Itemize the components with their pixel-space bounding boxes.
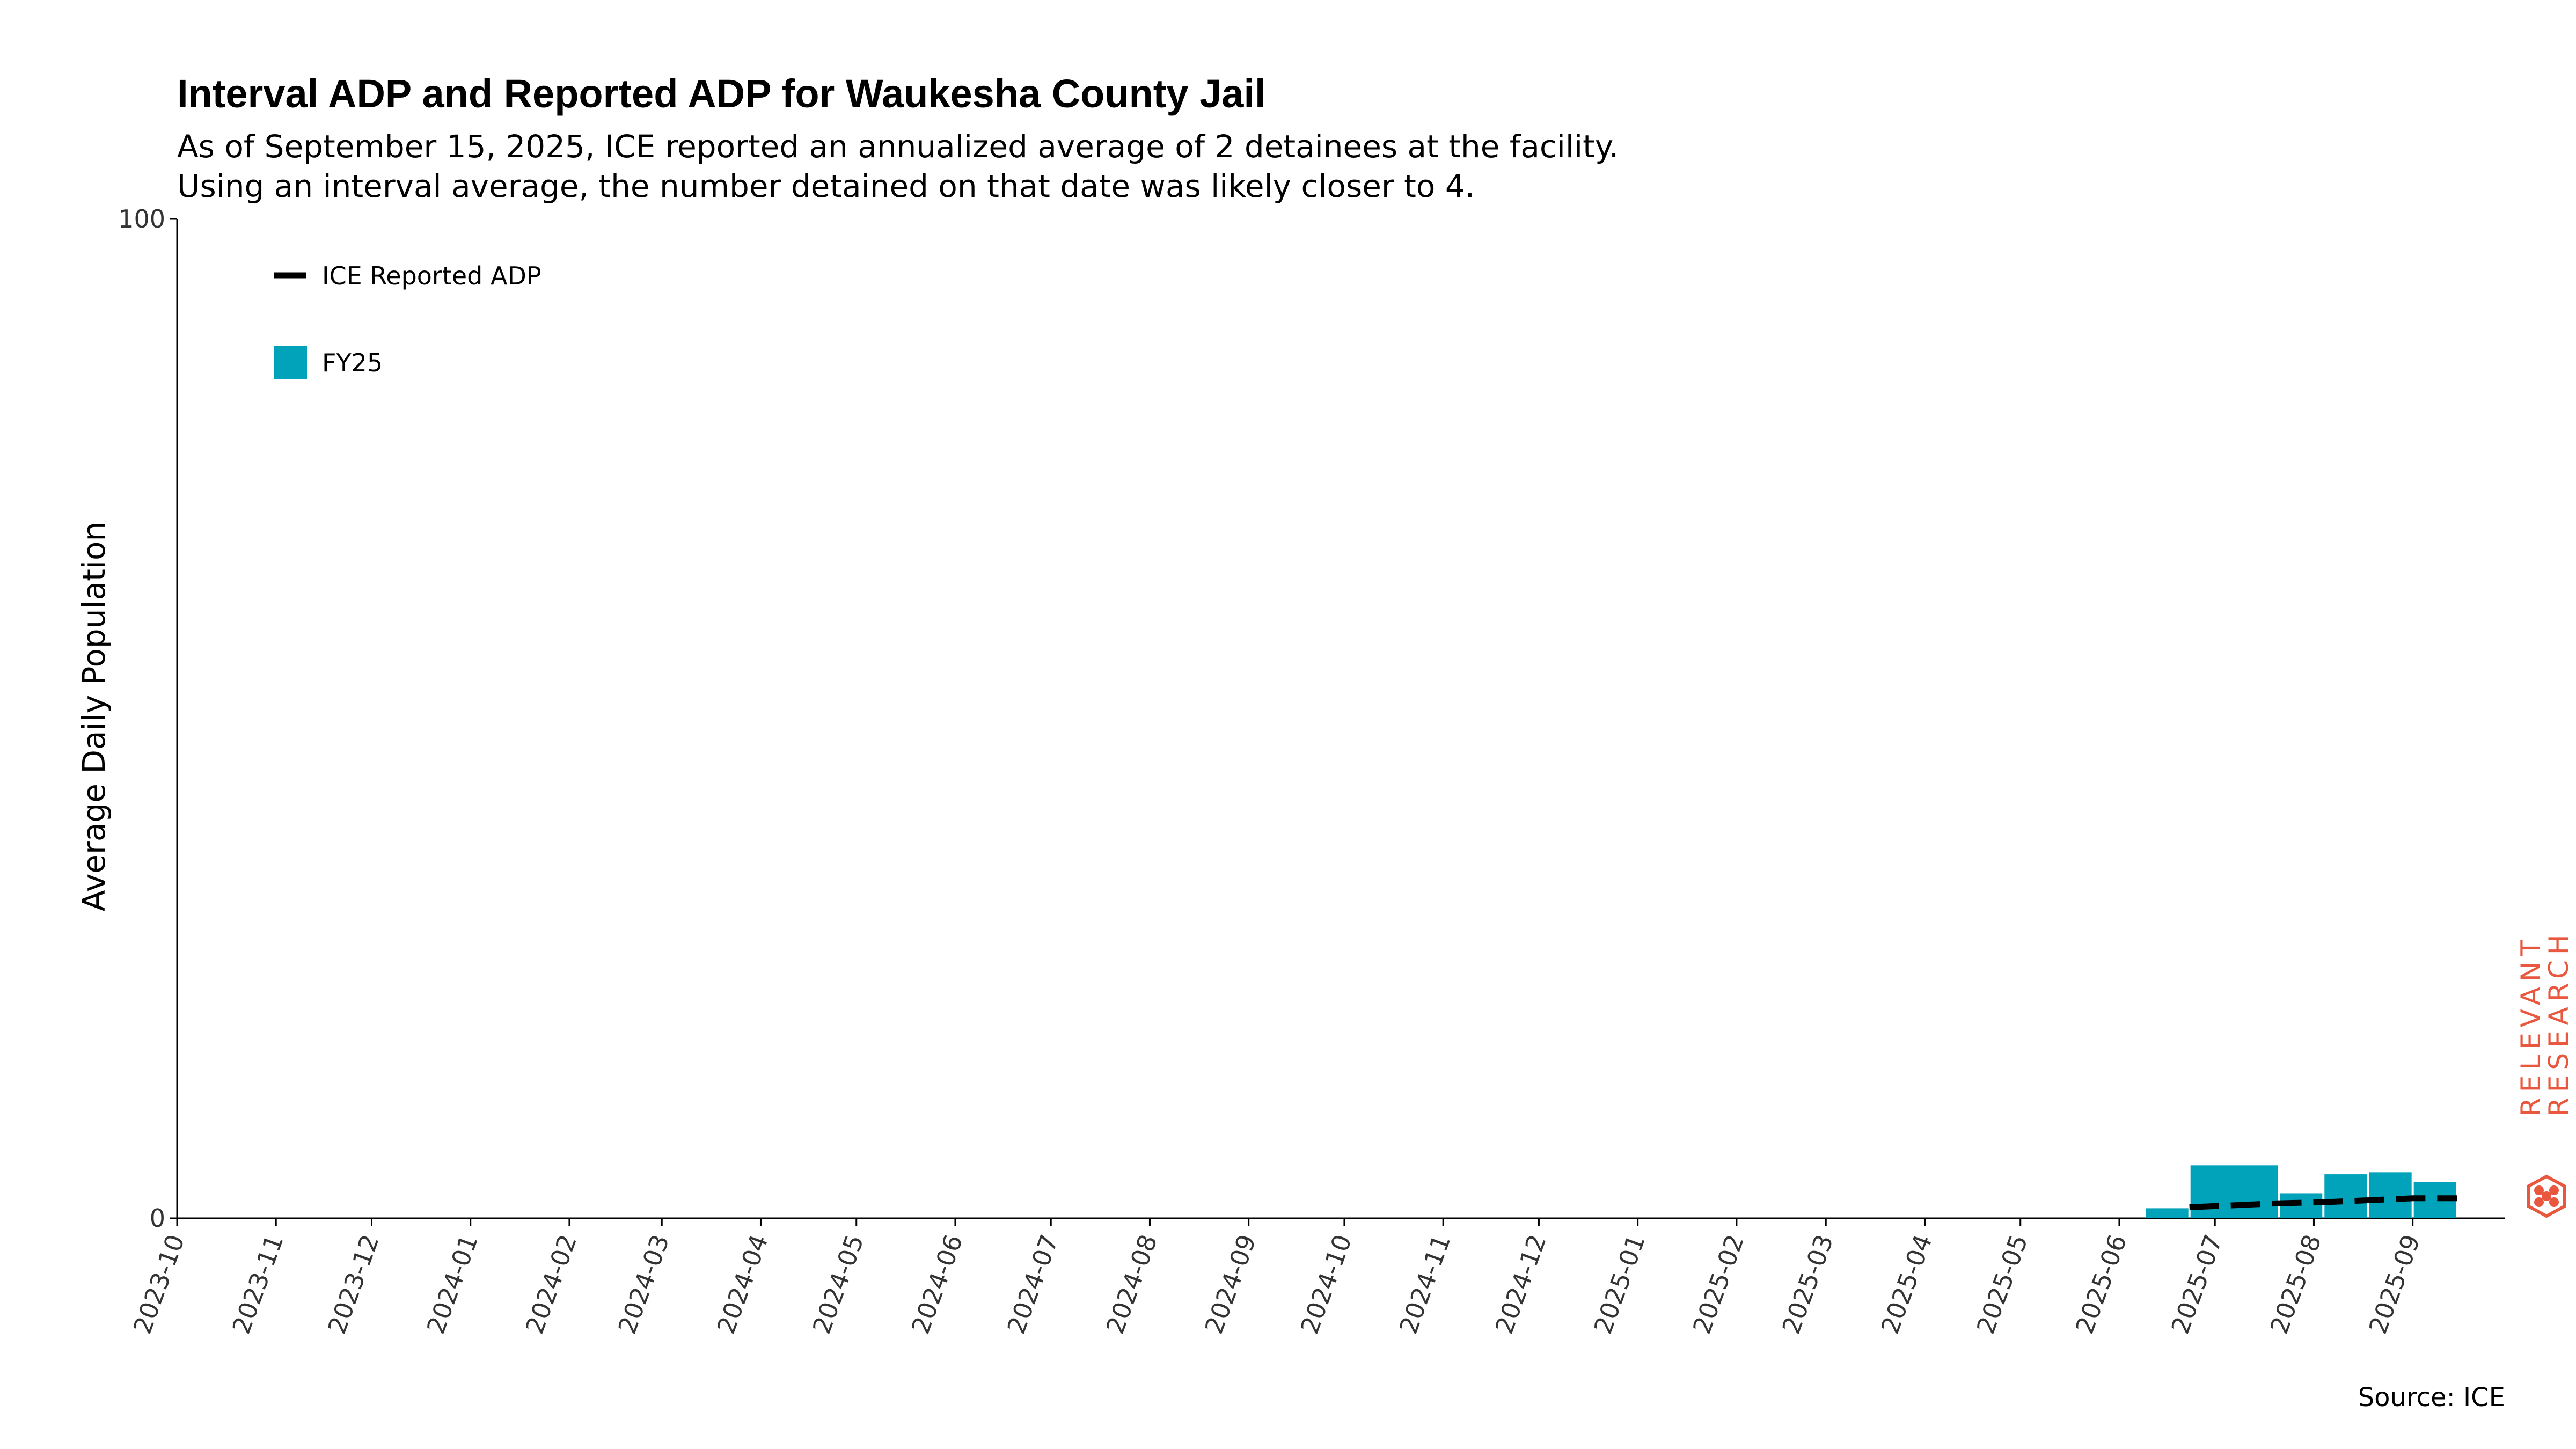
logo-hexagon-icon [2527,1174,2566,1218]
x-tick-label: 2025-02 [1687,1231,1750,1337]
y-tick-label: 100 [118,204,165,233]
y-tick-label: 0 [150,1204,165,1233]
bar [2369,1172,2412,1218]
legend-label-fy25: FY25 [322,348,383,377]
x-tick-label: 2024-05 [807,1231,869,1337]
line-series-ice-reported-adp [2189,1195,2457,1210]
x-tick-label: 2024-07 [1001,1231,1064,1337]
x-tick-label: 2024-11 [1394,1231,1456,1337]
x-tick-label: 2025-01 [1589,1231,1651,1337]
x-tick-label: 2023-12 [322,1231,384,1337]
x-tick-label: 2025-06 [2070,1231,2132,1337]
source-note: Source: ICE [2358,1382,2505,1413]
y-axis-label: Average Daily Population [76,522,112,912]
x-tick-label: 2024-08 [1100,1231,1162,1337]
y-ticks: 0 100 [118,204,177,1233]
x-tick-label: 2024-06 [906,1231,968,1337]
chart-subtitle-line-1: As of September 15, 2025, ICE reported a… [177,128,1619,165]
x-tick-label: 2023-11 [226,1231,289,1337]
x-tick-label: 2024-09 [1199,1231,1262,1337]
ice-reported-adp-line [2189,1195,2457,1210]
chart-title: Interval ADP and Reported ADP for Waukes… [177,71,1266,116]
relevant-research-logo: RELEVANT RESEARCH [2515,929,2574,1218]
bar [2190,1165,2278,1218]
legend-swatch-fy25 [274,346,307,379]
x-tick-label: 2025-04 [1875,1231,1937,1337]
legend-label-ice-reported-adp: ICE Reported ADP [322,261,541,290]
x-tick-label: 2024-12 [1489,1231,1552,1337]
legend: ICE Reported ADP FY25 [274,261,541,379]
x-tick-label: 2025-07 [2165,1231,2228,1337]
x-tick-label: 2025-08 [2264,1231,2326,1337]
logo-text-research: RESEARCH [2543,929,2574,1116]
bar-series-fy25 [2146,1165,2456,1218]
logo-text-relevant: RELEVANT [2515,934,2546,1116]
bar [2324,1174,2367,1218]
x-tick-label: 2024-01 [421,1231,484,1337]
x-tick-label: 2025-09 [2363,1231,2426,1337]
chart-subtitle-line-2: Using an interval average, the number de… [177,168,1475,204]
x-ticks: 2023-10 2023-11 2023-12 2024-01 2024-02 2024-… [128,1218,2426,1337]
x-tick-label: 2023-10 [128,1231,190,1337]
bar [2146,1208,2189,1218]
x-tick-label: 2025-03 [1776,1231,1839,1337]
x-tick-label: 2024-02 [520,1231,582,1337]
x-tick-label: 2025-05 [1971,1231,2033,1337]
x-tick-label: 2024-03 [612,1231,675,1337]
x-tick-label: 2024-10 [1295,1231,1357,1337]
x-tick-label: 2024-04 [711,1231,773,1337]
